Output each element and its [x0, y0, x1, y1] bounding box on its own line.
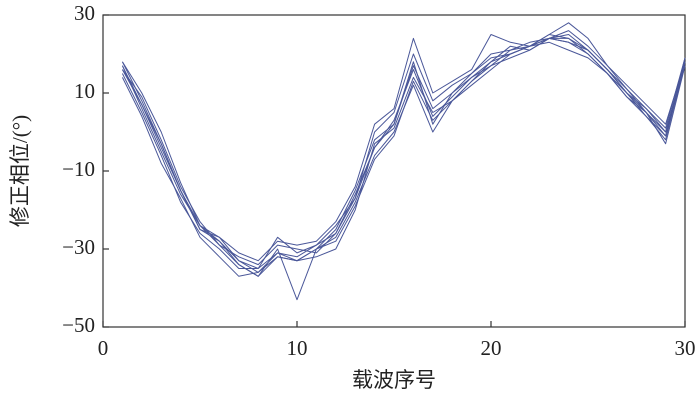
- series-line: [121, 34, 686, 277]
- y-tick-label: −10: [62, 157, 95, 181]
- y-axis-label: 修正相位/(°): [8, 115, 32, 227]
- y-tick-label: 30: [74, 1, 95, 25]
- series-line: [121, 37, 686, 269]
- y-tick-label: −50: [62, 313, 95, 337]
- x-tick-label: 20: [481, 336, 502, 360]
- x-axis-label: 载波序号: [352, 368, 436, 392]
- y-tick-label: 10: [74, 79, 95, 103]
- plot-frame: [102, 14, 686, 328]
- x-tick-label: 30: [675, 336, 696, 360]
- y-tick-label: −30: [62, 235, 95, 259]
- x-tick-label: 0: [98, 336, 109, 360]
- series-line: [121, 41, 686, 277]
- series-line: [121, 22, 686, 262]
- x-tick-label: 10: [287, 336, 308, 360]
- series-line: [121, 37, 686, 269]
